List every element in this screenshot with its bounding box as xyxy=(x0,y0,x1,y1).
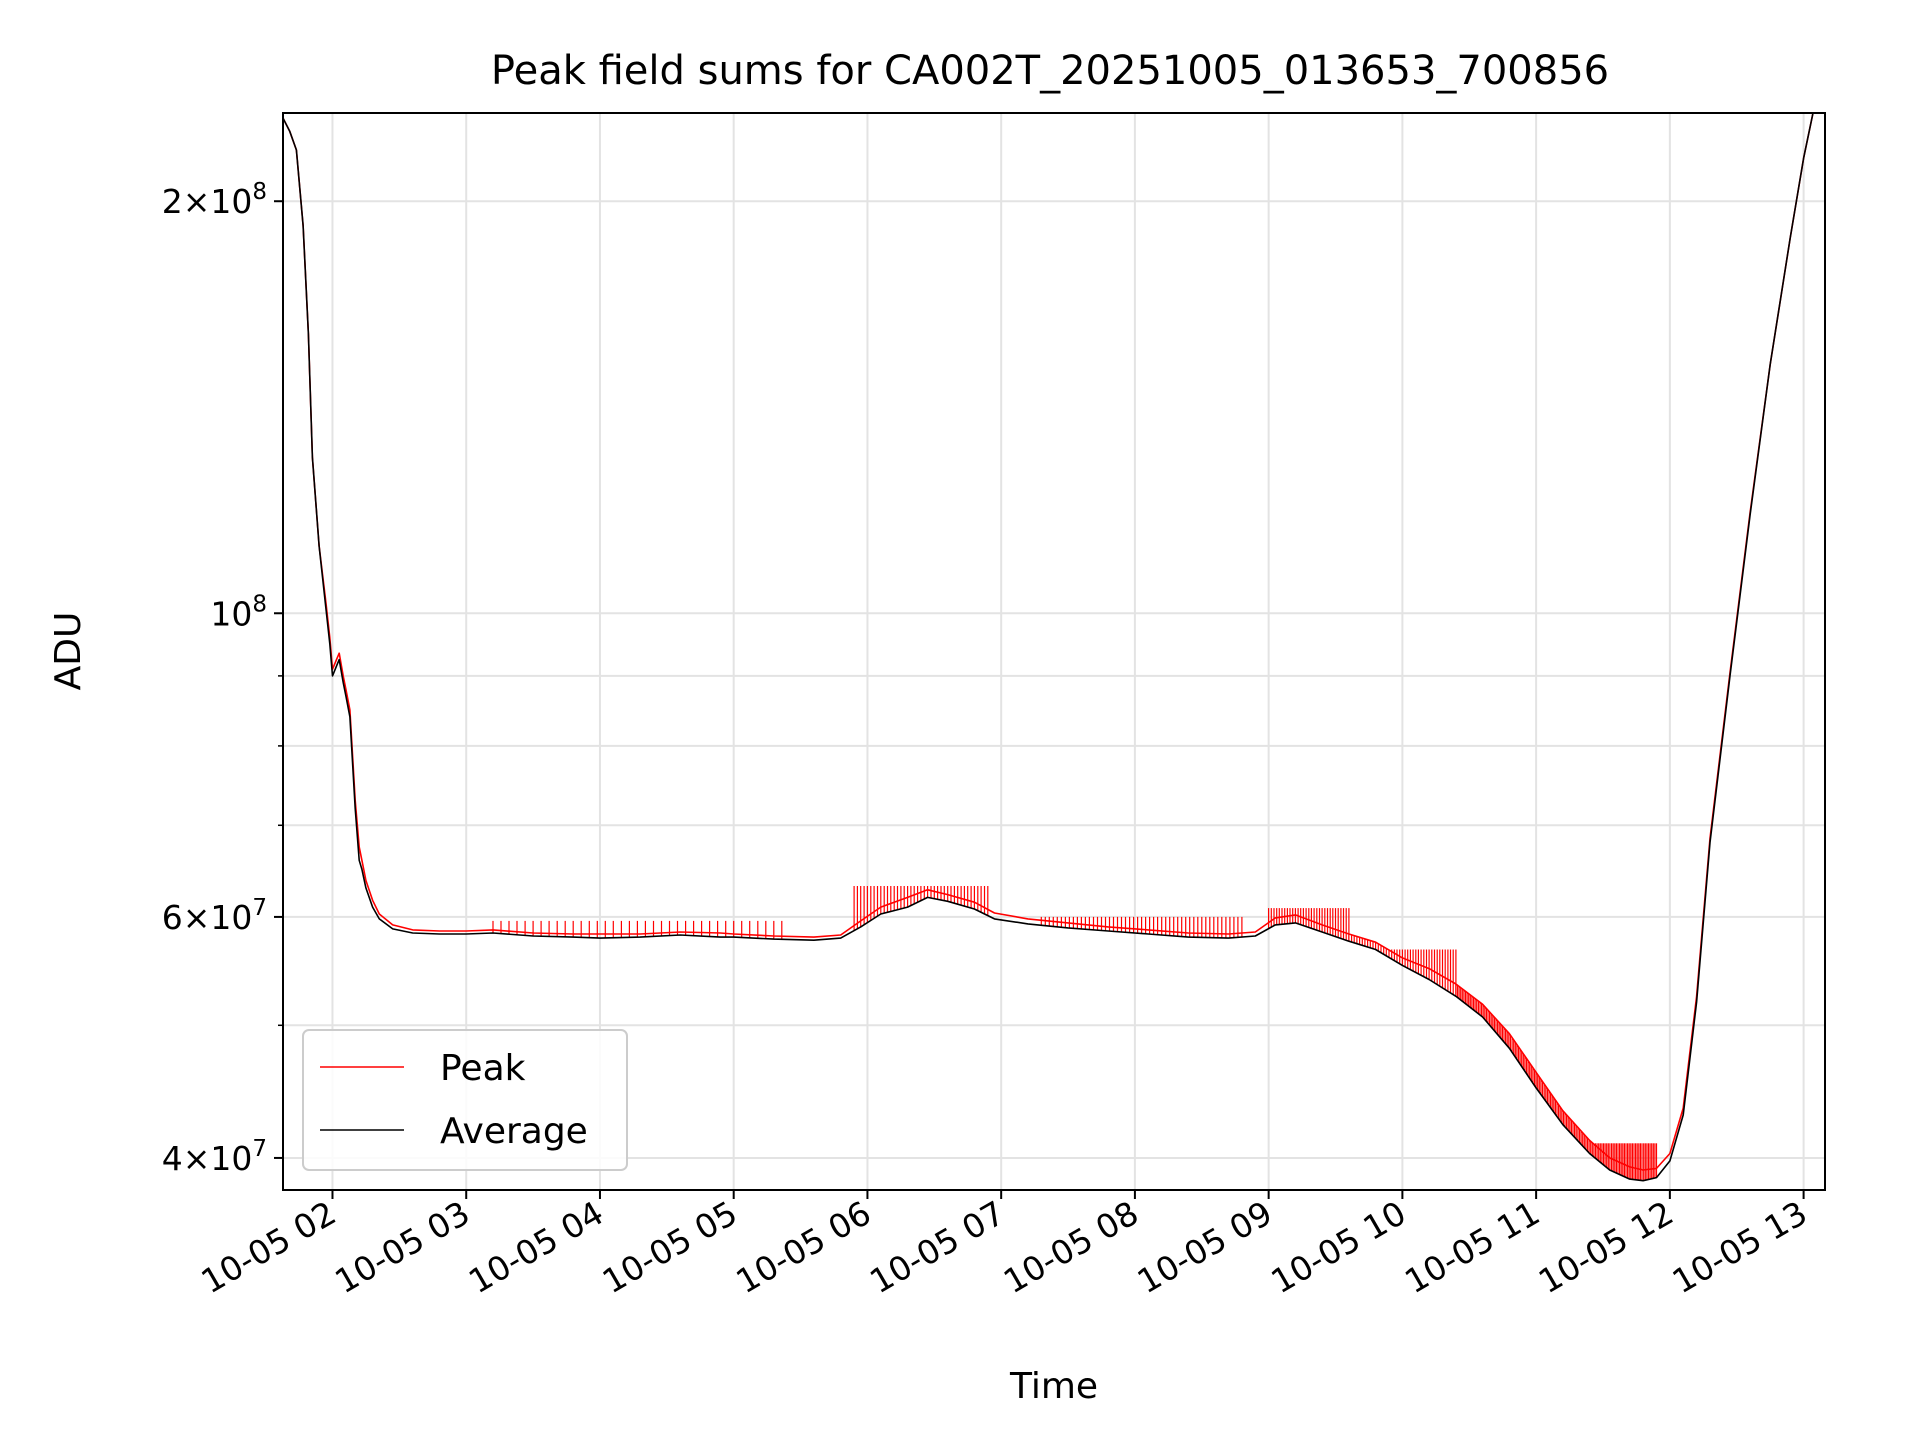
y-tick-label: 6×107 xyxy=(162,895,267,937)
legend-box xyxy=(302,1029,628,1171)
series-layer xyxy=(282,112,1814,1182)
y-tick-label: 108 xyxy=(210,591,267,633)
legend-label-average: Average xyxy=(440,1111,588,1152)
grid-layer xyxy=(283,113,1825,1190)
x-axis-label: Time xyxy=(1009,1366,1098,1407)
chart-title: Peak field sums for CA002T_20251005_0136… xyxy=(491,48,1609,94)
plot-frame xyxy=(282,112,1826,1191)
y-tick-label: 2×108 xyxy=(162,179,267,221)
legend: Peak Average xyxy=(302,1029,628,1171)
y-axis-label: ADU xyxy=(48,612,89,691)
legend-label-peak: Peak xyxy=(440,1048,526,1089)
y-tick-label: 4×107 xyxy=(162,1136,267,1178)
series-line-average xyxy=(282,112,1814,1182)
